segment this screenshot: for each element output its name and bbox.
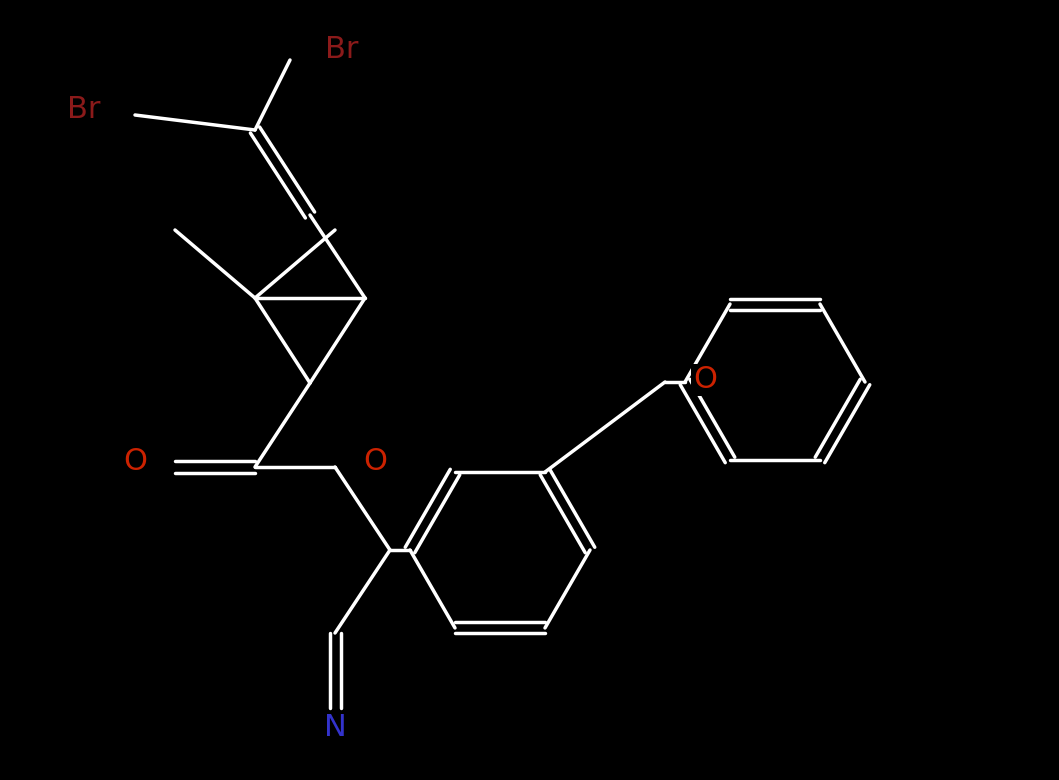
Text: O: O: [363, 448, 387, 477]
Text: Br: Br: [67, 95, 100, 125]
Text: O: O: [123, 448, 147, 477]
Text: O: O: [693, 366, 717, 395]
Text: N: N: [324, 714, 346, 743]
Text: Br: Br: [325, 36, 359, 65]
